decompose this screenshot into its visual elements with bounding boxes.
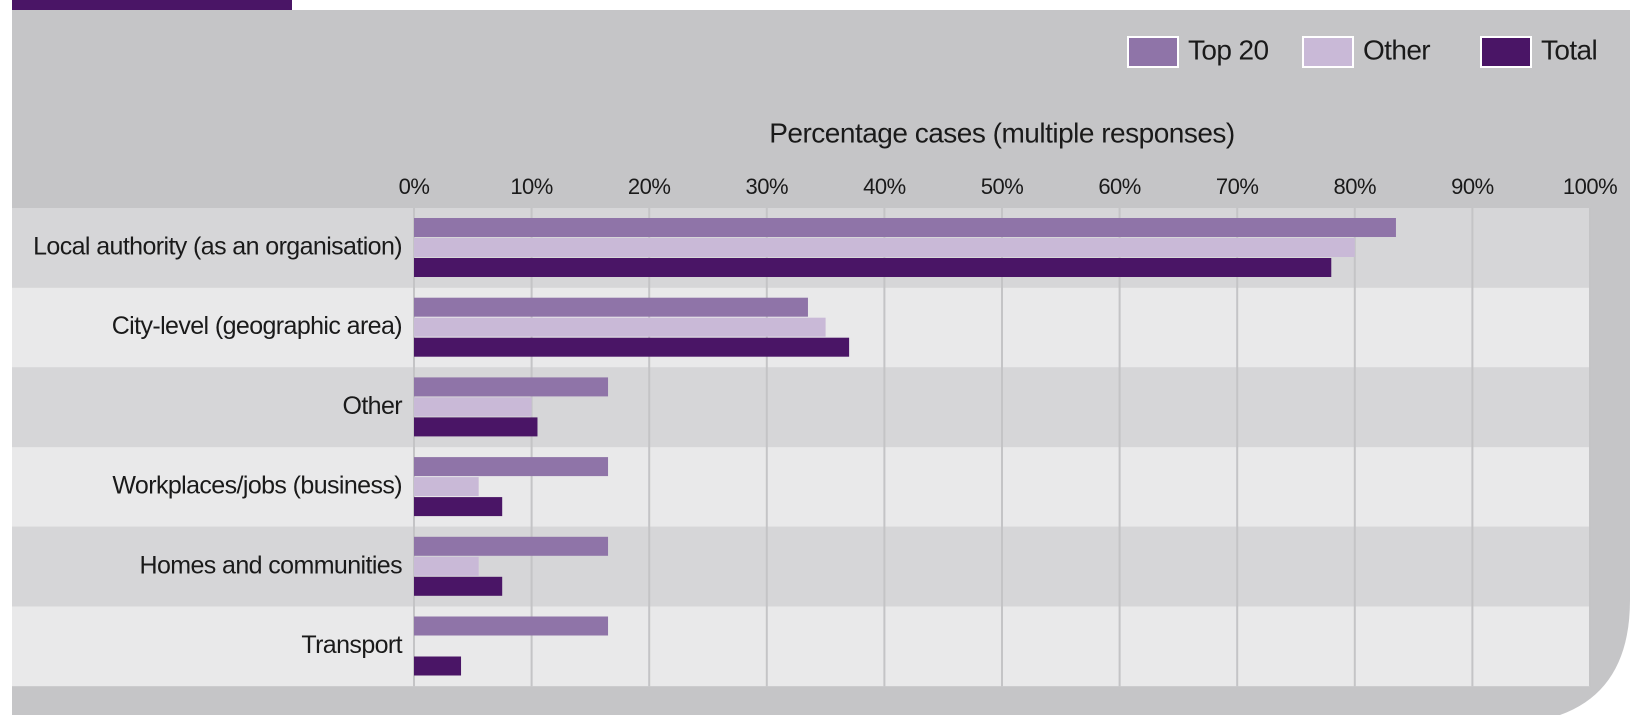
- x-tick-label: 20%: [628, 174, 671, 199]
- labels: 0% 10% 20% 30% 40% 50% 60% 70% 80% 90% 100% Local a…: [33, 34, 1618, 659]
- bar: [414, 258, 1332, 277]
- row-bands: [12, 208, 1590, 687]
- x-tick-label: 10%: [510, 174, 553, 199]
- bar: [414, 556, 479, 576]
- x-axis-title: Percentage cases (multiple responses): [769, 117, 1235, 148]
- x-tick-label: 30%: [746, 174, 789, 199]
- bar: [414, 238, 1355, 257]
- bar: [414, 457, 609, 477]
- x-tick-label: 70%: [1216, 174, 1259, 199]
- grid: [413, 208, 1591, 687]
- legend-swatch: [1302, 36, 1354, 68]
- category-label: Other: [342, 392, 402, 420]
- x-tick-label: 0%: [399, 174, 430, 199]
- bar: [414, 616, 609, 636]
- x-tick-label: 100%: [1563, 174, 1617, 199]
- bar: [414, 417, 538, 437]
- category-label: Local authority (as an organisation): [33, 232, 402, 260]
- x-tick-label: 40%: [863, 174, 906, 199]
- x-tick-label: 80%: [1334, 174, 1377, 199]
- x-tick-label: 90%: [1451, 174, 1494, 199]
- bar: [414, 337, 850, 357]
- legend-label: Total: [1541, 34, 1597, 65]
- bar: [414, 497, 503, 517]
- x-tick-label: 60%: [1098, 174, 1141, 199]
- bar: [414, 218, 1396, 237]
- row-band: [12, 447, 1590, 527]
- row-band: [12, 367, 1590, 448]
- x-tick-label: 50%: [981, 174, 1024, 199]
- header-strip: [12, 0, 292, 10]
- bar: [414, 377, 609, 397]
- category-label: City-level (geographic area): [112, 312, 402, 340]
- bar: [414, 656, 462, 676]
- legend-swatch: [1480, 36, 1532, 68]
- bar: [414, 576, 503, 596]
- legend-label: Top 20: [1188, 34, 1268, 65]
- legend-label: Other: [1363, 34, 1430, 65]
- legend-swatch: [1127, 36, 1179, 68]
- row-band: [12, 526, 1590, 607]
- bars: [414, 218, 1396, 676]
- bar: [414, 477, 479, 497]
- category-label: Transport: [301, 631, 402, 659]
- category-label: Workplaces/jobs (business): [112, 472, 402, 500]
- bar: [414, 317, 826, 337]
- bar: [414, 397, 532, 417]
- row-band: [12, 606, 1590, 687]
- category-label: Homes and communities: [139, 551, 402, 579]
- bar: [414, 297, 808, 317]
- bar: [414, 536, 609, 556]
